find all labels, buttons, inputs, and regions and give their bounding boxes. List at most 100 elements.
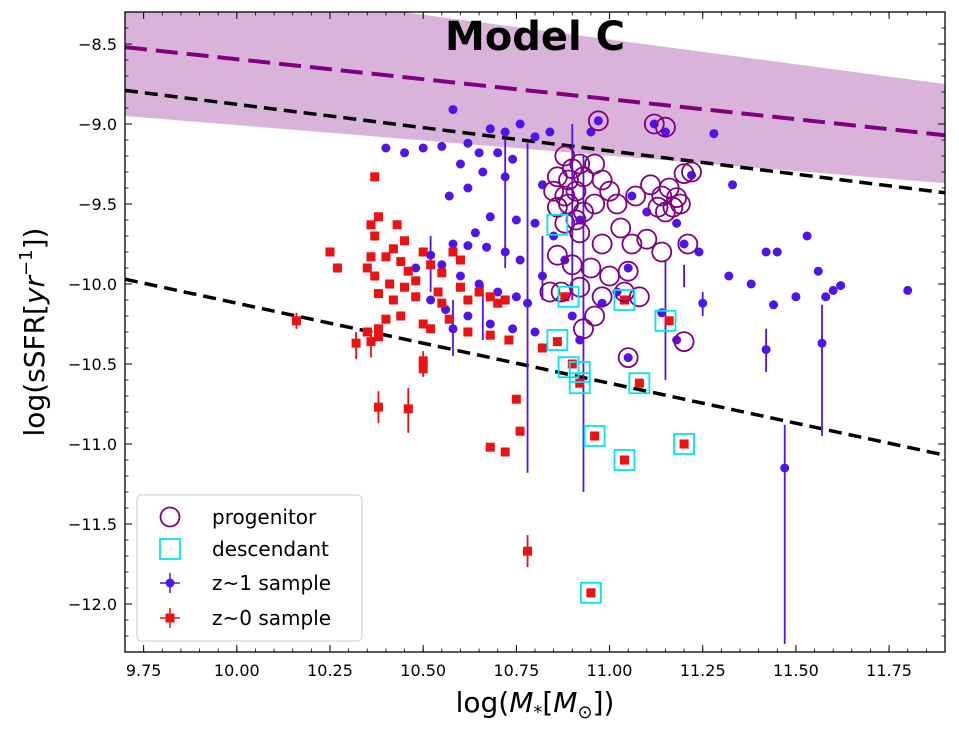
z1-point xyxy=(463,311,473,321)
z1-point xyxy=(728,180,738,190)
z0-point xyxy=(500,295,510,305)
progenitor-marker xyxy=(681,161,702,183)
z1-point xyxy=(474,279,484,289)
z0-points xyxy=(291,172,689,598)
z0-point xyxy=(679,439,689,449)
z0-point xyxy=(370,271,380,281)
z0-point xyxy=(373,332,383,342)
progenitor-marker xyxy=(573,318,594,340)
progenitor-marker xyxy=(565,180,587,202)
descendant-marker xyxy=(546,213,569,236)
z1-point xyxy=(746,279,756,289)
x-tick-label: 11.50 xyxy=(773,661,819,680)
z1-point xyxy=(444,191,454,201)
z1-point xyxy=(455,271,465,281)
progenitor-marker xyxy=(584,305,606,327)
legend-item-progenitor: progenitor xyxy=(159,505,317,529)
z1-point xyxy=(448,324,458,334)
x-axis-title-suffix: ]) xyxy=(593,686,615,719)
y-tick-label: −9.5 xyxy=(78,195,117,214)
z1-point xyxy=(482,242,492,252)
z1-point xyxy=(802,231,812,241)
y-tick-label: −10.5 xyxy=(68,355,117,374)
legend: progenitor descendant z~1 sample z~0 sam… xyxy=(136,494,363,642)
progenitor-marker xyxy=(569,222,591,244)
z0-point xyxy=(418,247,428,257)
progenitor-marker xyxy=(651,185,673,207)
z0-point xyxy=(485,292,495,302)
legend-descendant-label: descendant xyxy=(212,537,329,561)
z1-point xyxy=(545,127,555,137)
ms-median-line xyxy=(125,45,945,138)
z0-point xyxy=(411,276,421,286)
progenitor-marker xyxy=(617,260,639,282)
z0-point xyxy=(370,172,380,182)
descendant-marker xyxy=(557,356,580,379)
z0-point xyxy=(411,292,421,302)
legend-descendant-icon xyxy=(159,538,181,560)
x-tick-label: 10.50 xyxy=(400,661,446,680)
z0-point xyxy=(392,220,402,230)
y-tick-label: −12.0 xyxy=(68,595,117,614)
progenitor-marker xyxy=(677,233,699,255)
y-axis-title-prefix: log(sSFR[ xyxy=(18,304,51,436)
y-tick-label: −8.5 xyxy=(78,35,117,54)
z1-point xyxy=(470,228,480,238)
z1-point xyxy=(411,263,421,273)
z1-point xyxy=(500,247,510,257)
z0-point xyxy=(590,431,600,441)
legend-item-descendant: descendant xyxy=(159,537,329,561)
z0-point xyxy=(366,252,376,262)
descendant-marker xyxy=(568,372,591,395)
progenitor-marker xyxy=(669,193,691,215)
z1-point xyxy=(485,124,495,134)
z1-point xyxy=(657,308,667,318)
progenitor-marker xyxy=(610,217,632,239)
z1-points xyxy=(381,105,913,473)
plot-area xyxy=(125,12,945,644)
legend-item-z1: z~1 sample xyxy=(160,571,331,595)
x-axis-title-symbol: M xyxy=(509,686,533,719)
legend-item-z0: z~0 sample xyxy=(160,606,331,630)
legend-z1-label: z~1 sample xyxy=(212,571,331,595)
z0-point xyxy=(515,426,525,436)
progenitor-marker xyxy=(554,212,576,234)
z1-point xyxy=(508,154,518,164)
z1-point xyxy=(448,239,458,249)
chart-title: Model C xyxy=(445,14,625,60)
z1-point xyxy=(761,247,771,257)
y-tick-label: −11.5 xyxy=(68,515,117,534)
progenitor-marker xyxy=(673,331,695,353)
z0-point xyxy=(463,327,473,337)
z1-point xyxy=(508,324,518,334)
z0-point xyxy=(351,338,361,348)
x-axis-title-bracket: [ xyxy=(542,686,553,719)
z0-point xyxy=(370,231,380,241)
z0-point xyxy=(396,257,406,267)
legend-box xyxy=(136,494,363,642)
legend-progenitor-label: progenitor xyxy=(212,505,317,529)
x-axis-title: log(M*[M⊙]) xyxy=(456,686,615,723)
z0-point xyxy=(388,295,398,305)
z1-point xyxy=(511,215,521,225)
z1-point xyxy=(530,218,540,228)
ms-band xyxy=(125,12,945,184)
z0-point xyxy=(400,236,410,246)
z1-point xyxy=(478,167,488,177)
z0-point xyxy=(567,359,577,369)
progenitor-marker xyxy=(636,228,658,250)
descendant-marker xyxy=(568,361,591,383)
y-axis-title-unit: yr xyxy=(18,274,51,305)
z1-point xyxy=(426,295,436,305)
y-tick-labels: −8.5 −9.0 −9.5 −10.0 −10.5 −11.0 −11.5 −12.0 xyxy=(68,35,117,614)
y-axis-title-suffix: ]) xyxy=(18,228,51,250)
z0-point xyxy=(560,292,570,302)
x-tick-label: 11.00 xyxy=(587,661,633,680)
y-tick-label: −11.0 xyxy=(68,435,117,454)
y-axis-title-exp: −1 xyxy=(16,249,37,276)
z0-point xyxy=(500,447,510,457)
progenitor-markers xyxy=(539,110,702,369)
z1-point xyxy=(500,172,510,182)
z0-point xyxy=(437,298,447,308)
